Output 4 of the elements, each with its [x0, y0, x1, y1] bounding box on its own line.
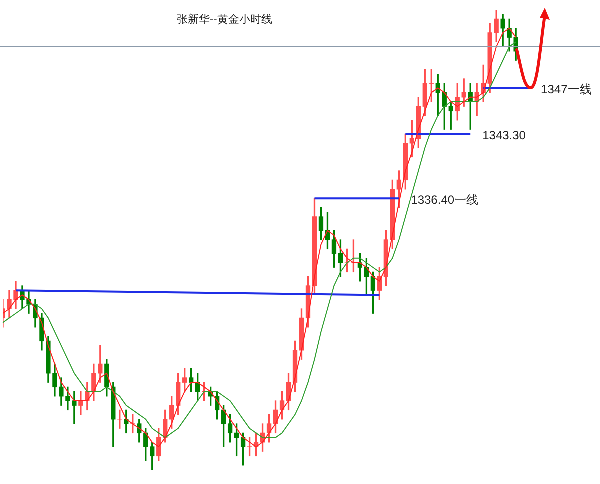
series-label: 1347一线 [541, 82, 592, 97]
chart-title: 张新华--黄金小时线 [176, 13, 272, 26]
series-label: 1343.30 [482, 128, 526, 143]
series-label: 1336.40一线 [411, 192, 479, 207]
